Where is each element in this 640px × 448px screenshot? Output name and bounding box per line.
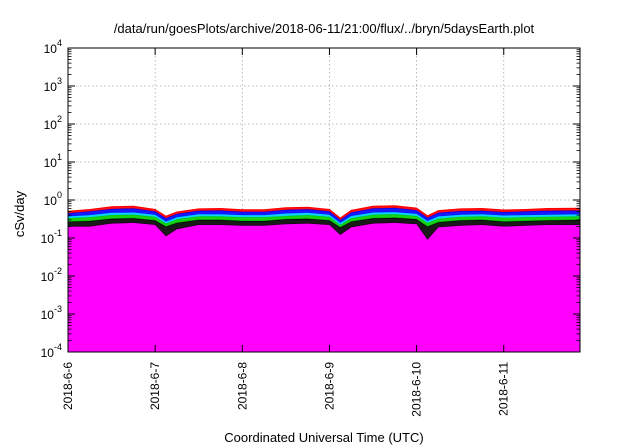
y-tick-label: 10-4 [41,342,62,360]
y-tick-label: 10-3 [41,304,62,322]
x-tick-label: 2018-6-10 [410,362,424,417]
y-tick-label: 102 [44,114,62,132]
x-tick-labels: 2018-6-6 2018-6-7 2018-6-8 2018-6-9 2018-6-1… [61,362,511,417]
y-tick-label: 10-2 [41,266,62,284]
series-band [68,222,580,352]
x-tick-label: 2018-6-8 [235,362,249,410]
x-tick-label: 2018-6-11 [497,362,511,416]
y-tick-label: 100 [44,190,62,208]
y-tick-label: 10-1 [41,228,62,246]
series-band [68,214,580,228]
y-tick-labels: 10-4 10-3 10-2 10-1 100 101 102 103 104 [41,38,62,360]
series-line [67,205,581,220]
chart-title: /data/run/goesPlots/archive/2018-06-11/2… [114,21,535,36]
plot-series [67,205,581,352]
series-band [68,217,580,240]
y-axis-label: cSv/day [12,190,27,237]
x-tick-label: 2018-6-7 [148,362,162,410]
x-axis-label: Coordinated Universal Time (UTC) [224,430,423,445]
axis-ticks [67,47,580,353]
x-tick-label: 2018-6-9 [322,362,336,410]
x-tick-label: 2018-6-6 [61,362,75,410]
y-tick-label: 104 [44,38,62,56]
y-tick-label: 101 [44,152,62,170]
y-tick-label: 103 [44,76,62,94]
